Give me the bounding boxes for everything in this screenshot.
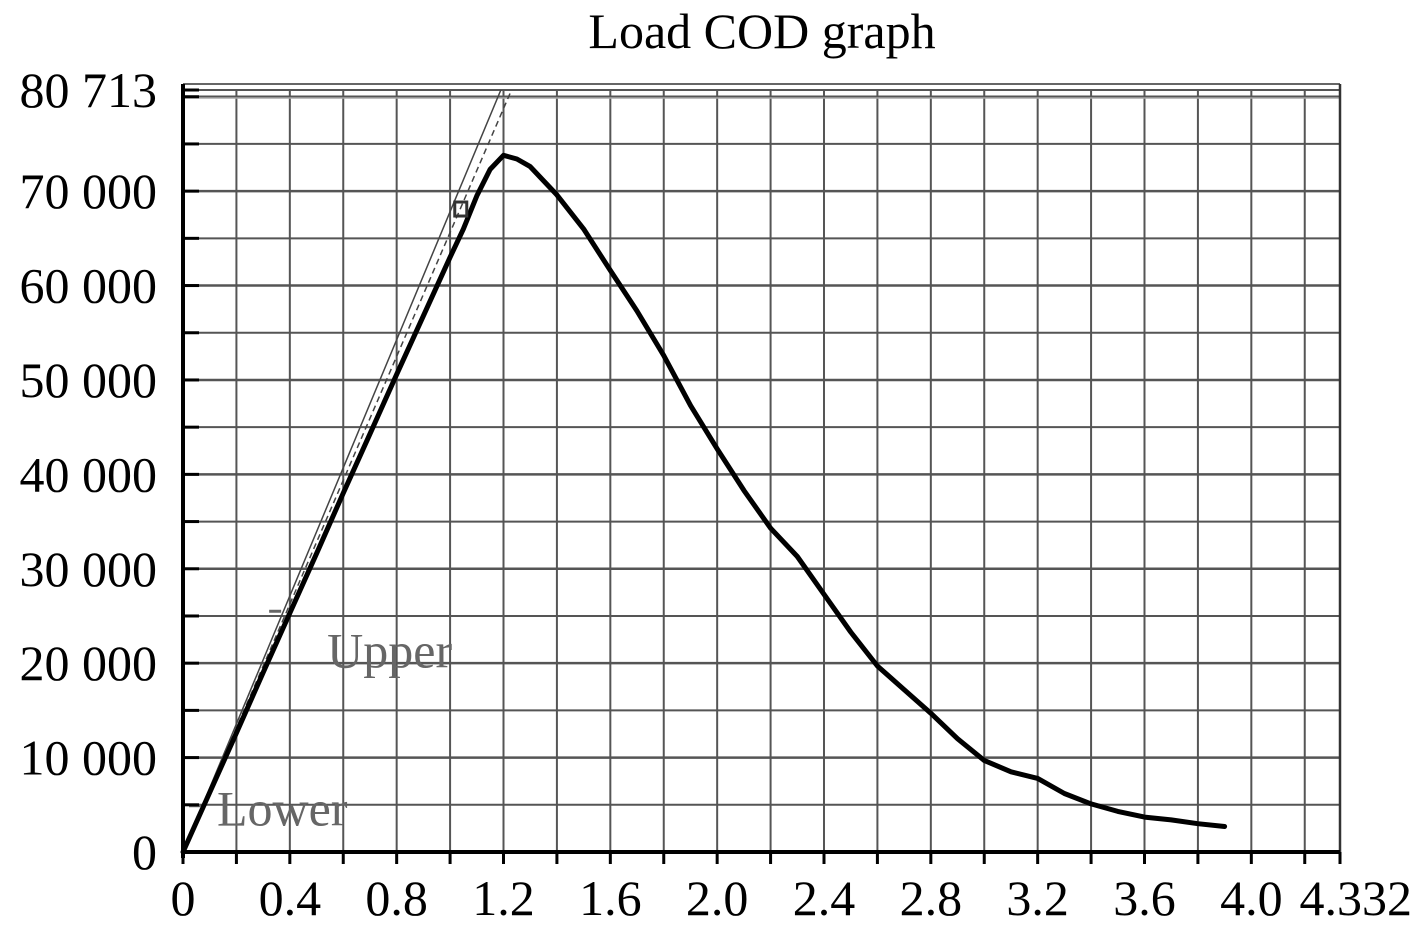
x-tick-label: 0.4	[259, 870, 322, 926]
axes: 0 10 000 20 000 30 000 40 000 50 000 60 000 70 …	[20, 62, 1413, 926]
annotations: Upper Lower	[189, 609, 452, 837]
y-tick-label: 60 000	[20, 258, 158, 314]
x-tick-label: 4.332	[1300, 870, 1413, 926]
x-tick-label: 1.2	[472, 870, 535, 926]
chart-title: Load COD graph	[588, 3, 935, 59]
y-tick-label: 40 000	[20, 446, 158, 502]
y-tick-label: 10 000	[20, 730, 158, 786]
x-tick-label: 2.4	[793, 870, 856, 926]
y-tick-label: 50 000	[20, 352, 158, 408]
x-tick-label: 4.0	[1220, 870, 1283, 926]
y-tick-label: 20 000	[20, 635, 158, 691]
y-tick-label: 0	[132, 824, 157, 880]
load-cod-curve	[180, 152, 1228, 855]
annotation-label: Upper	[327, 622, 452, 678]
y-tick-label: 80 713	[20, 62, 158, 118]
x-tick-label: 0.8	[365, 870, 428, 926]
x-tick-label: 1.6	[579, 870, 642, 926]
y-tick-label: 30 000	[20, 541, 158, 597]
y-tick-label: 70 000	[20, 163, 158, 219]
x-tick-label: 3.6	[1113, 870, 1176, 926]
curve-marker	[453, 200, 469, 218]
x-tick-label: 0	[171, 870, 196, 926]
x-tick-label: 2.8	[900, 870, 963, 926]
series	[180, 152, 1228, 855]
x-tick-label: 3.2	[1006, 870, 1069, 926]
grid	[183, 89, 1340, 852]
x-tick-label: 2.0	[686, 870, 749, 926]
annotation-label: Lower	[217, 781, 348, 837]
secant-line-solid	[182, 89, 502, 853]
